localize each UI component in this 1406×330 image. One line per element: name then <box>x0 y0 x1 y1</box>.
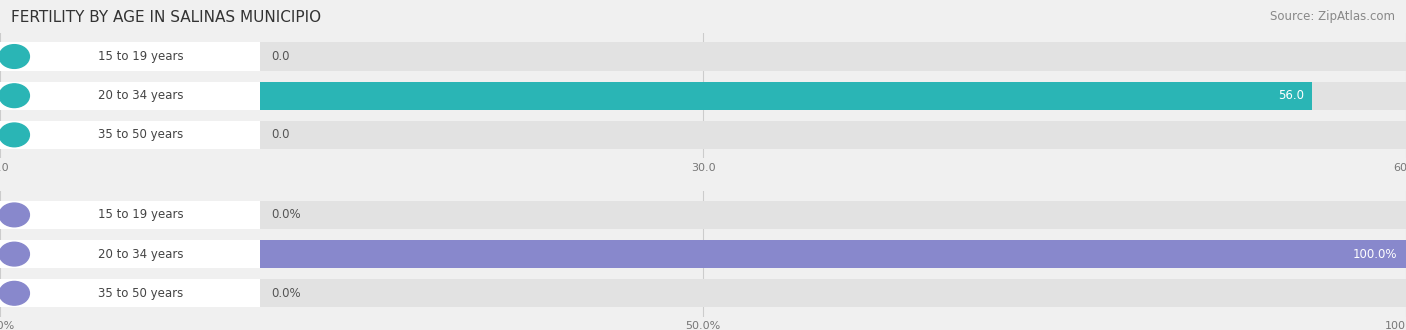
Ellipse shape <box>0 281 30 305</box>
Bar <box>0 201 260 229</box>
Ellipse shape <box>0 123 30 147</box>
Ellipse shape <box>0 45 30 68</box>
Bar <box>0 43 1406 71</box>
Text: Source: ZipAtlas.com: Source: ZipAtlas.com <box>1270 10 1395 23</box>
Bar <box>0 279 1406 308</box>
Bar <box>0 121 260 149</box>
Bar <box>0 279 63 308</box>
Bar <box>0 82 1406 110</box>
Bar <box>0 82 1312 110</box>
Text: 0.0%: 0.0% <box>271 209 301 221</box>
Text: 20 to 34 years: 20 to 34 years <box>97 89 183 102</box>
Bar <box>0 279 260 308</box>
Bar <box>0 201 1406 229</box>
Bar <box>0 121 1406 149</box>
Text: 0.0: 0.0 <box>271 128 290 141</box>
Bar <box>0 240 1406 268</box>
Text: 100.0%: 100.0% <box>1353 248 1398 261</box>
Text: 15 to 19 years: 15 to 19 years <box>97 50 183 63</box>
Text: 56.0: 56.0 <box>1278 89 1303 102</box>
Bar <box>0 82 260 110</box>
Bar <box>0 240 1406 268</box>
Bar <box>0 240 260 268</box>
Text: 0.0%: 0.0% <box>271 287 301 300</box>
Bar <box>0 121 63 149</box>
Text: 20 to 34 years: 20 to 34 years <box>97 248 183 261</box>
Bar <box>0 43 63 71</box>
Text: 35 to 50 years: 35 to 50 years <box>98 287 183 300</box>
Text: 0.0: 0.0 <box>271 50 290 63</box>
Ellipse shape <box>0 203 30 227</box>
Ellipse shape <box>0 242 30 266</box>
Bar <box>0 43 260 71</box>
Bar <box>0 201 63 229</box>
Text: 15 to 19 years: 15 to 19 years <box>97 209 183 221</box>
Text: FERTILITY BY AGE IN SALINAS MUNICIPIO: FERTILITY BY AGE IN SALINAS MUNICIPIO <box>11 10 322 25</box>
Ellipse shape <box>0 84 30 108</box>
Text: 35 to 50 years: 35 to 50 years <box>98 128 183 141</box>
